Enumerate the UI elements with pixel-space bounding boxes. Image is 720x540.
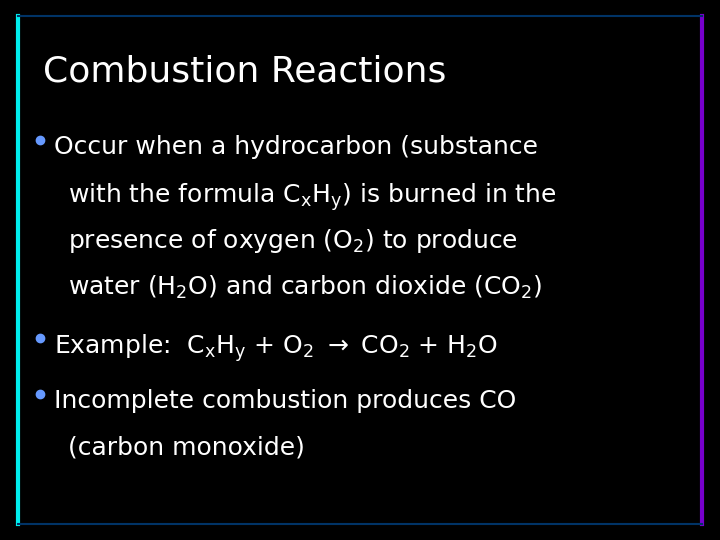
Text: (carbon monoxide): (carbon monoxide)	[68, 435, 305, 459]
Text: Incomplete combustion produces CO: Incomplete combustion produces CO	[54, 389, 516, 413]
Text: water ($\mathregular{H_2O}$) and carbon dioxide ($\mathregular{CO_2}$): water ($\mathregular{H_2O}$) and carbon …	[68, 273, 542, 301]
Text: Combustion Reactions: Combustion Reactions	[43, 54, 446, 88]
Text: presence of oxygen ($\mathregular{O_2}$) to produce: presence of oxygen ($\mathregular{O_2}$)…	[68, 227, 518, 255]
Text: Occur when a hydrocarbon (substance: Occur when a hydrocarbon (substance	[54, 135, 538, 159]
Text: Example:  $\mathregular{C_xH_y}$ + $\mathregular{O_2}$ $\rightarrow$ $\mathregul: Example: $\mathregular{C_xH_y}$ + $\math…	[54, 333, 498, 364]
Text: with the formula $\mathregular{C_xH_y}$) is burned in the: with the formula $\mathregular{C_xH_y}$)…	[68, 181, 557, 213]
